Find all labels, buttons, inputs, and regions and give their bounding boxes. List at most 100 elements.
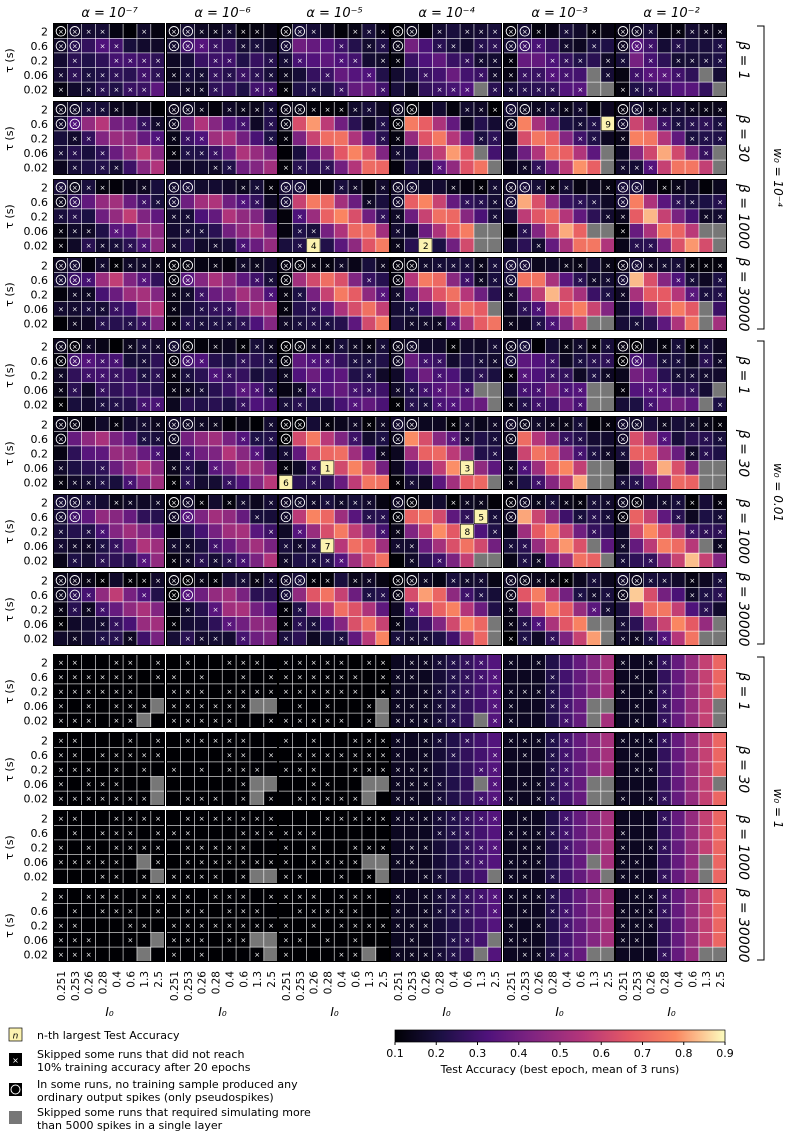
skipped-marker: × [283,343,289,351]
beta-label: β = 30000 [735,887,751,962]
tau-axis-label: τ (s) [3,519,16,543]
skipped-marker: × [199,815,205,823]
skipped-marker: × [352,184,358,192]
skipped-marker: × [58,543,64,551]
panel: ××××××××××××× [503,101,615,175]
heatmap-cell [109,24,123,38]
skipped-marker: × [155,859,161,867]
heatmap-cell [123,38,137,53]
heatmap-cell [474,287,488,302]
skipped-marker: × [536,499,542,507]
skipped-marker: × [508,937,514,945]
heatmap-cell [474,932,488,947]
skipped-marker: × [366,766,372,774]
panel: ××××××××××××××× [278,416,390,490]
skipped-marker: × [227,737,233,745]
skipped-marker: × [283,184,289,192]
heatmap-cell [109,145,123,160]
panel-frame [390,257,502,331]
skipped-marker: × [662,795,668,803]
heatmap-cell [95,131,109,146]
skipped-marker: × [171,557,177,565]
skipped-marker: × [395,479,401,487]
no-output-spike-marker [505,104,517,115]
skipped-marker: × [325,499,331,507]
skipped-marker: × [185,513,191,521]
heatmap-cell [67,238,82,253]
skipped-marker: × [114,164,120,172]
heatmap-cell [531,38,546,53]
heatmap-cell [474,82,488,97]
heatmap-cell [334,524,348,539]
skipped-marker: × [380,737,386,745]
skipped-marker: × [254,106,260,114]
heatmap-cell [685,194,699,209]
skipped-marker: × [339,922,345,930]
skipped-marker: × [155,673,161,681]
beta-label: β = 1 [735,40,751,79]
skipped-marker: × [409,557,415,565]
heatmap-cell [264,655,278,669]
heatmap-cell [418,460,433,475]
heatmap-cell [376,889,390,903]
skipped-marker: × [155,751,161,759]
heatmap-cell [713,602,727,617]
heatmap-cell [432,116,446,131]
skipped-marker: × [58,591,64,599]
heatmap-cell [699,631,713,646]
skipped-marker: × [550,57,556,65]
i0-tick-label: 0.253 [183,971,195,1001]
heatmap-cell [137,524,151,539]
heatmap-cell [362,460,376,475]
heatmap-cell [279,223,293,238]
skipped-marker: × [268,751,274,759]
skipped-marker: × [114,621,120,629]
heatmap-cell [587,631,601,646]
no-output-spike-marker [392,40,404,52]
heatmap-cell [109,209,123,224]
w0-label: w₀ = 1 [771,789,785,829]
skipped-marker: × [114,635,120,643]
heatmap-cell [376,24,390,38]
skipped-marker: × [240,28,246,36]
heatmap-cell [81,82,96,97]
heatmap-cell [488,82,502,97]
skipped-marker: × [508,372,514,380]
heatmap-cell [488,616,502,631]
heatmap-cell [671,616,685,631]
heatmap-cell [137,223,151,238]
heatmap-cell [685,180,699,194]
heatmap-cell [292,82,307,97]
heatmap-cell [685,889,699,903]
heatmap-cell [109,475,123,490]
skipped-marker: × [72,951,78,959]
heatmap-cell [376,616,390,631]
skipped-marker: × [620,499,626,507]
heatmap-cell [559,301,573,316]
skipped-marker: × [451,343,457,351]
heatmap-cell [279,698,293,713]
skipped-marker: × [114,815,120,823]
heatmap-cell [391,460,405,475]
i0-tick-label: 0.251 [618,971,630,1001]
heatmap-cell [573,869,587,884]
skipped-marker: × [522,228,528,236]
heatmap-cell [236,194,250,209]
heatmap-cell [460,747,474,762]
heatmap-cell [208,932,222,947]
skipped-marker: × [536,893,542,901]
heatmap-cell [488,495,502,509]
heatmap-cell [657,102,671,116]
heatmap-cell [250,238,264,253]
heatmap-cell [418,368,433,383]
skipped-marker: × [141,276,147,284]
heatmap-cell [81,509,96,524]
skipped-marker: × [689,499,695,507]
heatmap-cell [222,869,236,884]
heatmap-cell [208,397,222,412]
heatmap-cell [474,776,488,791]
heatmap-cell [460,24,474,38]
tau-axis-label: τ (s) [3,363,16,387]
heatmap-cell [250,209,264,224]
heatmap-cell [123,24,137,38]
